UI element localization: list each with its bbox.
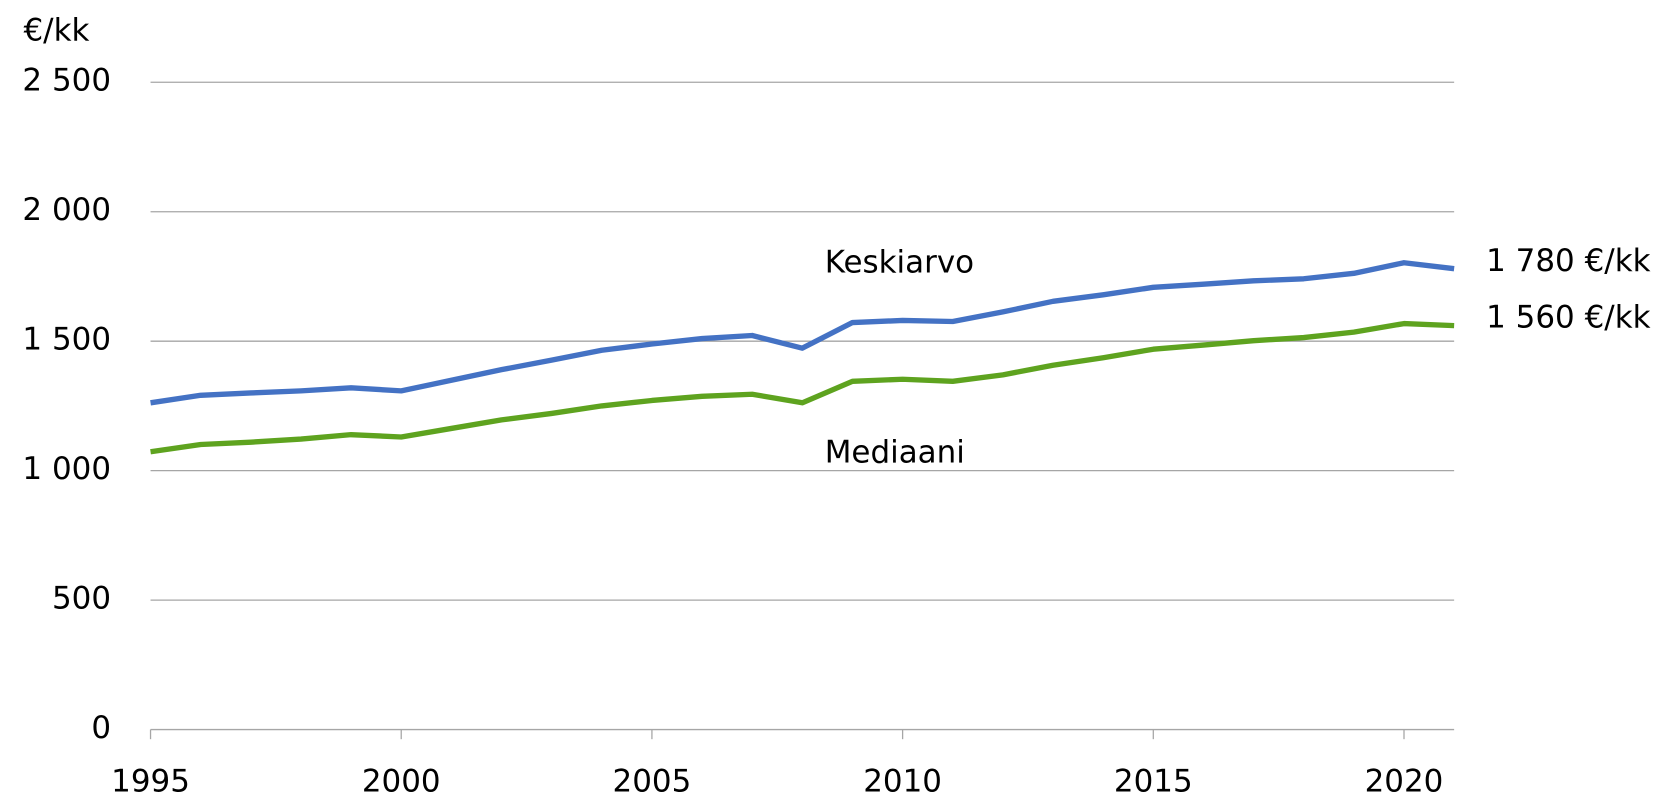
x-tick-label: 1995 xyxy=(111,763,190,799)
value-label: 1 780 €/kk xyxy=(1486,243,1650,279)
x-tick-label: 2015 xyxy=(1114,763,1193,799)
y-tick-label: 500 xyxy=(52,581,111,617)
x-tick-label: 2020 xyxy=(1365,763,1444,799)
series-line xyxy=(150,260,1455,406)
x-tick-label: 2010 xyxy=(863,763,942,799)
series-line xyxy=(150,320,1455,455)
x-tick-label: 2005 xyxy=(613,763,692,799)
y-tick-label: 1 500 xyxy=(22,322,111,358)
y-tick-label: 0 xyxy=(91,710,111,746)
x-tick-label: 2000 xyxy=(362,763,441,799)
y-tick-label: 2 000 xyxy=(22,192,111,228)
series-label: Mediaani xyxy=(825,434,965,470)
series-label: Keskiarvo xyxy=(825,244,974,280)
y-tick-label: 2 500 xyxy=(22,63,111,99)
y-axis-label: €/kk xyxy=(23,13,89,49)
value-label: 1 560 €/kk xyxy=(1486,300,1650,336)
y-tick-label: 1 000 xyxy=(22,451,111,487)
